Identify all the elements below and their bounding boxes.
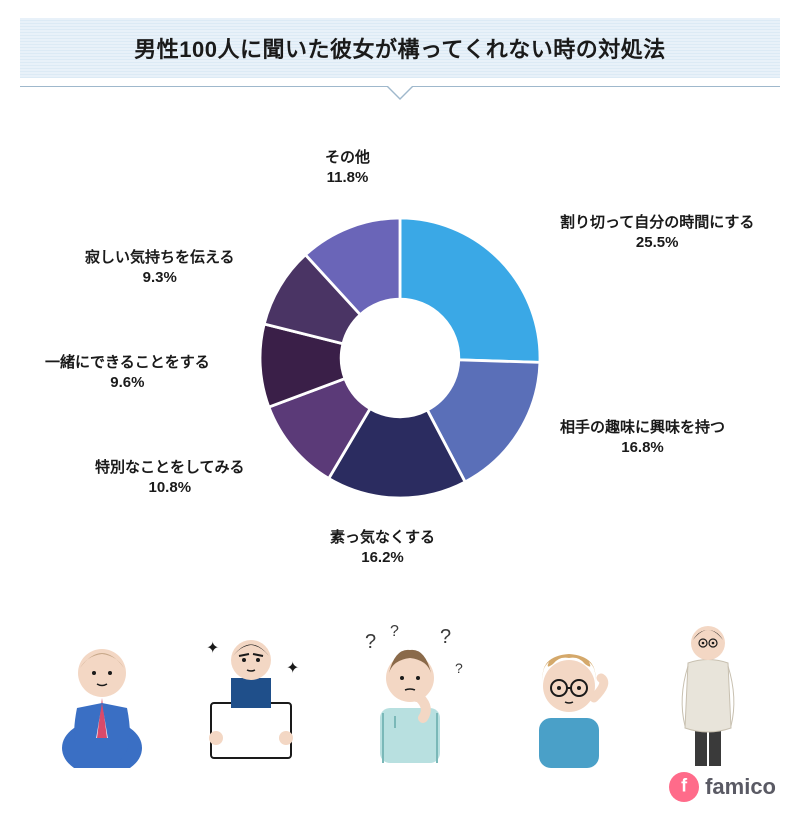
slice-label-pct: 16.8% [560,438,725,458]
svg-text:✦: ✦ [286,660,299,677]
donut-svg [260,218,540,498]
slice-label-text: 一緒にできることをする [45,353,210,373]
donut-chart: 割り切って自分の時間にする25.5% 相手の趣味に興味を持つ16.8% 素っ気なくす… [0,118,800,598]
svg-text:?: ? [455,660,463,676]
man-glasses-curly [509,628,629,768]
slice-label-pct: 10.8% [95,478,245,498]
title-banner: 男性100人に聞いた彼女が構ってくれない時の対処法 [20,18,780,78]
logo: famico [669,772,776,802]
svg-text:?: ? [440,626,451,648]
svg-text:?: ? [365,631,376,653]
slice-label: 一緒にできることをする9.6% [45,353,210,394]
slice-label: 寂しい気持ちを伝える9.3% [85,248,235,289]
slice-label: 素っ気なくする16.2% [330,528,435,569]
slice-label-pct: 16.2% [330,548,435,568]
slice-label: 特別なことをしてみる10.8% [95,458,245,499]
triangle-pointer-icon [386,86,414,100]
slice-label: その他11.8% [325,148,370,189]
slice-label-text: 寂しい気持ちを伝える [85,248,235,268]
slice-label-text: その他 [325,148,370,168]
slice-label-text: 特別なことをしてみる [95,458,245,478]
svg-text:✦: ✦ [206,640,219,657]
slice-label-pct: 9.6% [45,373,210,393]
slice-label-text: 相手の趣味に興味を持つ [560,418,725,438]
donut-slice [400,218,540,362]
slice-label-text: 素っ気なくする [330,528,435,548]
man-thinking-questions: ? ? ? ? [345,618,475,768]
people-illustrations: ✦ ✦ ? ? ? ? [0,608,800,768]
logo-text: famico [705,774,776,800]
slice-label-pct: 25.5% [560,233,754,253]
page-title: 男性100人に聞いた彼女が構ってくれない時の対処法 [20,32,780,64]
man-holding-sign: ✦ ✦ [191,618,311,768]
slice-label: 割り切って自分の時間にする25.5% [560,213,754,254]
svg-text:?: ? [390,623,399,640]
man-suit-blue [47,618,157,768]
slice-label-pct: 9.3% [85,268,235,288]
title-rule [20,86,780,87]
slice-label-pct: 11.8% [325,168,370,188]
man-sweater-standing [663,608,753,768]
slice-label-text: 割り切って自分の時間にする [560,213,754,233]
logo-mark-icon [669,772,699,802]
slice-label: 相手の趣味に興味を持つ16.8% [560,418,725,459]
